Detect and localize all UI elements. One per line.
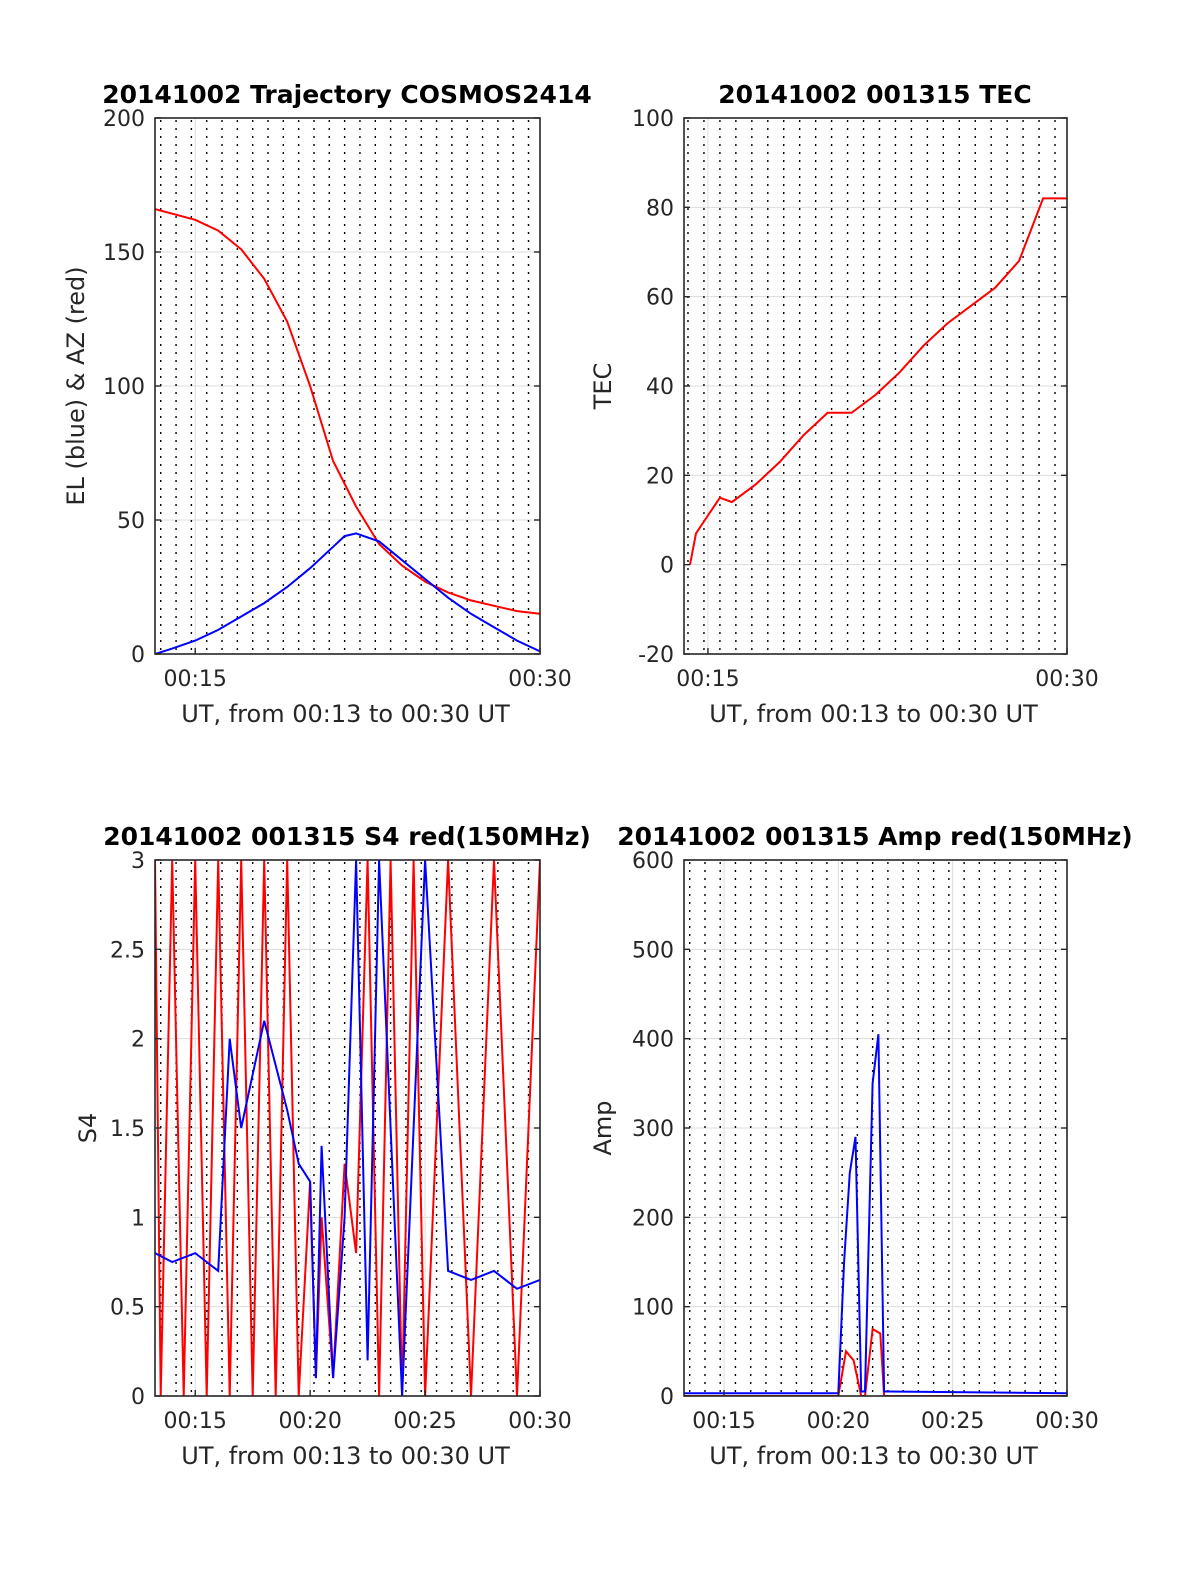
y-tick-label: 1.5	[110, 1117, 145, 1142]
y-tick-label: 100	[632, 107, 674, 132]
y-tick-label: 0	[660, 1385, 674, 1410]
y-tick-label: 2	[131, 1028, 145, 1053]
y-tick-label: 0	[131, 1385, 145, 1410]
chart-panel-2: -20 0 20 40 60 80 100 00:15 00:30 20141002 001315…	[589, 80, 1099, 728]
x-tick-label: 00:15	[164, 1409, 227, 1434]
x-axis-label: UT, from 00:13 to 00:30 UT	[181, 1442, 510, 1470]
x-tick-label: 00:30	[508, 667, 571, 692]
y-tick-label: 100	[632, 1296, 674, 1321]
chart-title: 20141002 001315 Amp red(150MHz)	[617, 822, 1133, 851]
chart-panel-1: 0 50 100 150 200 00:15 00:30 20141002 Trajector…	[62, 80, 592, 728]
y-tick-label: 0	[131, 643, 145, 668]
y-tick-label: 200	[632, 1206, 674, 1231]
y-tick-label: 1	[131, 1206, 145, 1231]
y-tick-label: 0	[660, 554, 674, 579]
x-tick-label: 00:20	[807, 1409, 870, 1434]
x-tick-label: 00:30	[508, 1409, 571, 1434]
x-tick-label: 00:15	[692, 1409, 755, 1434]
y-tick-label: 150	[103, 241, 145, 266]
y-tick-label: 40	[646, 375, 674, 400]
y-tick-label: 600	[632, 849, 674, 874]
y-tick-label: 300	[632, 1117, 674, 1142]
y-axis-label: TEC	[589, 363, 617, 411]
x-tick-label: 00:15	[164, 667, 227, 692]
series-line-2	[155, 860, 540, 1396]
x-tick-label: 00:25	[393, 1409, 456, 1434]
y-axis-label: Amp	[589, 1100, 617, 1155]
x-tick-label: 00:15	[676, 667, 739, 692]
chart-title: 20141002 001315 TEC	[718, 80, 1031, 109]
x-axis-label: UT, from 00:13 to 00:30 UT	[181, 700, 510, 728]
chart-title: 20141002 001315 S4 red(150MHz)	[103, 822, 591, 851]
y-axis-label: EL (blue) & AZ (red)	[62, 266, 90, 505]
chart-panel-4: 0 100 200 300 400 500 600 00:15 00:20 00:25 00:30 2…	[589, 822, 1133, 1470]
y-tick-label: 100	[103, 375, 145, 400]
x-axis-label: UT, from 00:13 to 00:30 UT	[709, 700, 1038, 728]
y-tick-label: 20	[646, 464, 674, 489]
x-tick-label: 00:30	[1035, 667, 1098, 692]
x-tick-label: 00:30	[1035, 1409, 1098, 1434]
chart-title: 20141002 Trajectory COSMOS2414	[102, 80, 592, 109]
series-line-1	[684, 1327, 1067, 1396]
y-tick-label: 80	[646, 196, 674, 221]
y-tick-label: 500	[632, 938, 674, 963]
y-axis-label: S4	[74, 1113, 102, 1144]
y-tick-label: 60	[646, 286, 674, 311]
y-tick-label: 3	[131, 849, 145, 874]
y-tick-label: 2.5	[110, 938, 145, 963]
y-tick-label: 400	[632, 1028, 674, 1053]
y-tick-label: -20	[638, 643, 674, 668]
x-tick-label: 00:20	[278, 1409, 341, 1434]
x-axis-label: UT, from 00:13 to 00:30 UT	[709, 1442, 1038, 1470]
y-tick-label: 0.5	[110, 1296, 145, 1321]
y-tick-label: 200	[103, 107, 145, 132]
chart-panel-3: 0 0.5 1 1.5 2 2.5 3 00:15 00:20 00:25 00:30 2014100…	[74, 822, 591, 1470]
x-tick-label: 00:25	[921, 1409, 984, 1434]
y-tick-label: 50	[117, 509, 145, 534]
